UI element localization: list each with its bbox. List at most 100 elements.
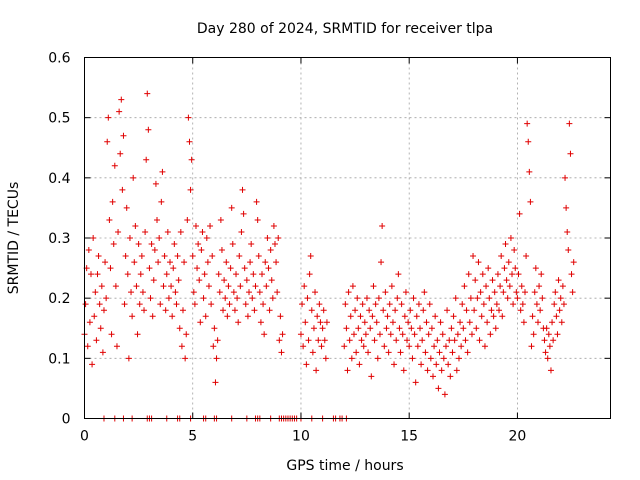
data-point [352,307,359,314]
data-point [202,313,209,320]
data-point [248,241,255,248]
data-point [222,295,229,302]
data-point [132,222,139,229]
data-point [144,90,151,97]
axis-ticks: 0 0.1 0.2 0.3 0.4 0.5 0.6 0 5 10 15 20 [48,51,611,445]
data-point [97,325,104,332]
data-point [474,295,481,302]
data-point [521,289,528,296]
data-point [135,241,142,248]
data-point [545,331,552,338]
data-point [169,313,176,320]
data-point [266,307,273,314]
data-point [157,301,164,308]
data-point [422,349,429,356]
data-point [191,301,198,308]
data-point [343,325,350,332]
y-tick-label: 0.1 [48,351,70,367]
data-point [270,222,277,229]
data-point [121,301,128,308]
data-point [483,283,490,290]
data-point [461,283,468,290]
data-point [355,325,362,332]
data-point [171,241,178,248]
y-tick-label: 0.6 [48,51,70,67]
data-point [124,271,131,278]
data-point [525,138,532,145]
data-point [181,259,188,266]
data-point [211,325,218,332]
data-point [183,331,190,338]
data-point [466,319,473,326]
y-tick-label: 0.2 [48,291,70,307]
data-point [376,331,383,338]
data-point [268,277,275,284]
data-point [516,210,523,217]
data-point [404,337,411,344]
data-point [372,301,379,308]
grid [84,57,611,419]
data-point [501,265,508,272]
data-point [89,361,96,368]
data-point [448,325,455,332]
data-point [393,337,400,344]
data-point [402,289,409,296]
data-point [225,283,232,290]
data-point [212,379,219,386]
data-point [275,235,282,241]
data-point [513,289,520,296]
data-point [119,186,126,193]
data-point [565,247,572,254]
data-point [308,307,315,314]
data-point [92,289,99,296]
data-point [359,301,366,308]
data-point [445,361,452,368]
data-point [278,349,285,356]
data-points [81,90,577,422]
data-point [360,343,367,350]
data-point [463,307,470,314]
data-point [126,235,133,241]
data-point [306,271,313,278]
data-point [139,289,146,296]
data-point [129,313,136,320]
data-point [185,114,192,121]
data-point [271,241,278,248]
y-axis-label: SRMTID / TECUs [6,182,22,295]
data-point [427,355,434,362]
data-point [346,337,353,344]
data-point [380,307,387,314]
data-point [234,295,241,302]
data-point [274,289,281,296]
data-point [371,337,378,344]
data-point [450,313,457,320]
data-point [542,349,549,356]
data-point [358,337,365,344]
data-point [297,331,304,338]
data-point [320,307,327,314]
data-point [559,283,566,290]
data-point [111,162,118,169]
data-point [256,289,263,296]
data-point [411,331,418,338]
data-point [486,295,493,302]
data-point [227,265,234,272]
data-point [142,228,149,235]
data-point [90,235,97,241]
data-point [459,301,466,308]
data-point [391,361,398,368]
data-point [375,295,382,302]
data-point [433,361,440,368]
data-point [162,307,169,314]
data-point [146,265,153,272]
data-point [547,367,554,374]
data-point [240,210,247,217]
data-point [214,337,221,344]
data-point [409,355,416,362]
data-point [408,325,415,332]
data-point [505,259,512,266]
data-point [136,301,143,308]
data-point [167,259,174,266]
data-point [112,283,119,290]
